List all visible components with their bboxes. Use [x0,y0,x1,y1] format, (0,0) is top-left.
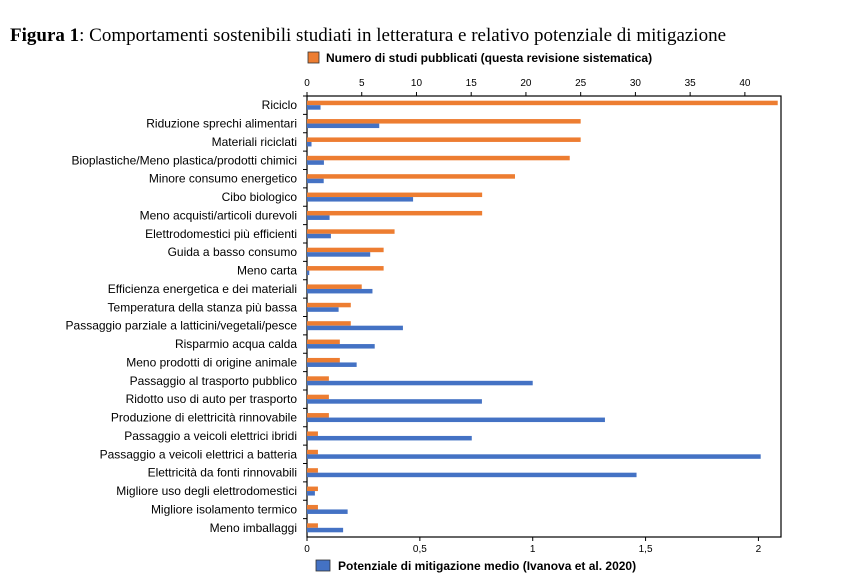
mitigation-bar [307,491,315,496]
mitigation-bar [307,307,339,312]
plot-area-border [306,95,782,538]
top-axis-tick-label: 5 [359,78,365,89]
mitigation-bar [307,435,472,441]
mitigation-bar [307,325,403,331]
figure-title: Figura 1: Comportamenti sostenibili stud… [10,25,726,47]
studies-bar [307,321,351,326]
category-label: Migliore isolamento termico [151,502,297,516]
mitigation-bar [307,399,482,404]
mitigation-bar [307,344,375,349]
category-label: Bioplastiche/Meno plastica/prodotti chim… [72,153,297,167]
studies-bar [307,192,483,198]
studies-bar [307,137,581,142]
studies-bar [307,504,318,510]
bottom-axis-tick-label: 0 [304,544,310,555]
mitigation-bar [307,178,324,184]
bottom-axis-tick-label: 1,5 [639,544,653,555]
mitigation-bar [307,417,605,423]
mitigation-bar [307,233,331,239]
category-label: Passaggio parziale a latticini/vegetali/… [66,319,298,333]
studies-bar [307,376,329,381]
category-label: Risparmio acqua calda [175,337,297,351]
category-label: Temperatura della stanza più bassa [108,300,298,314]
studies-bar [307,468,318,473]
studies-bar [307,357,340,363]
category-label: Migliore uso degli elettrodomestici [116,484,297,498]
top-axis-tick-label: 30 [630,78,642,89]
mitigation-bar [307,472,637,478]
category-label: Meno prodotti di origine animale [126,355,297,369]
mitigation-bar [307,123,380,129]
category-label: Elettricità da fonti rinnovabili [148,466,297,480]
category-label: Materiali riciclati [212,135,297,149]
studies-bar [307,247,384,253]
figure-label: Figura 1 [10,25,80,46]
legend-swatch-mitigation [315,559,331,572]
studies-bar [307,100,778,106]
studies-bar [307,302,351,308]
category-label: Meno imballaggi [210,521,297,535]
category-label: Riciclo [262,98,298,112]
category-label: Passaggio al trasporto pubblico [130,374,298,388]
mitigation-bar [307,141,312,147]
category-label: Guida a basso consumo [168,245,298,259]
top-axis-tick-label: 0 [304,78,310,89]
top-axis-tick-label: 15 [466,78,478,89]
figure-caption: : Comportamenti sostenibili studiati in … [79,25,727,46]
mitigation-bar [307,509,348,514]
category-label: Passaggio a veicoli elettrici a batteria [100,447,298,461]
studies-bar [307,210,483,216]
studies-bar [307,266,384,271]
studies-bar [307,155,570,161]
studies-bar [307,394,329,400]
top-axis-tick-label: 25 [575,78,587,89]
category-label: Meno carta [237,264,297,278]
bottom-axis-tick-label: 2 [756,544,762,555]
studies-bar [307,523,318,528]
bottom-axis-tick-label: 1 [530,544,536,555]
category-label: Passaggio a veicoli elettrici ibridi [124,429,297,443]
studies-bar [307,284,362,289]
mitigation-bar [307,197,414,202]
top-axis-tick-label: 10 [411,78,423,89]
category-label: Ridotto uso di auto per trasporto [126,392,298,406]
mitigation-bar [307,160,324,165]
bottom-axis-tick-label: 0,5 [413,544,427,555]
studies-bar [307,339,340,345]
category-label: Meno acquisti/articoli durevoli [140,208,297,222]
studies-bar [307,119,581,124]
category-label: Efficienza energetica e dei materiali [108,282,297,296]
top-axis-tick-label: 40 [739,78,751,89]
studies-bar [307,174,515,179]
mitigation-bar [307,105,321,110]
mitigation-bar [307,380,533,386]
studies-bar [307,449,318,455]
top-axis-tick-label: 20 [520,78,532,89]
mitigation-bar [307,527,344,533]
studies-bar [307,413,329,418]
studies-bar [307,431,318,436]
mitigation-bar [307,362,357,367]
mitigation-bar [307,252,371,257]
category-label: Cibo biologico [222,190,298,204]
studies-bar [307,486,318,492]
category-label: Produzione di elettricità rinnovabile [111,411,297,425]
category-label: Minore consumo energetico [149,172,297,186]
studies-bar [307,229,395,234]
top-axis-tick-label: 35 [685,78,697,89]
mitigation-bar [307,215,330,220]
mitigation-bar [307,454,761,459]
legend-swatch-studies [307,51,320,64]
mitigation-bar [307,270,310,276]
mitigation-bar [307,288,373,294]
category-label: Riduzione sprechi alimentari [146,117,297,131]
legend-label-studies: Numero di studi pubblicati (questa revis… [326,51,652,65]
legend-label-mitigation: Potenziale di mitigazione medio (Ivanova… [338,559,636,573]
category-label: Elettrodomestici più efficienti [145,227,297,241]
